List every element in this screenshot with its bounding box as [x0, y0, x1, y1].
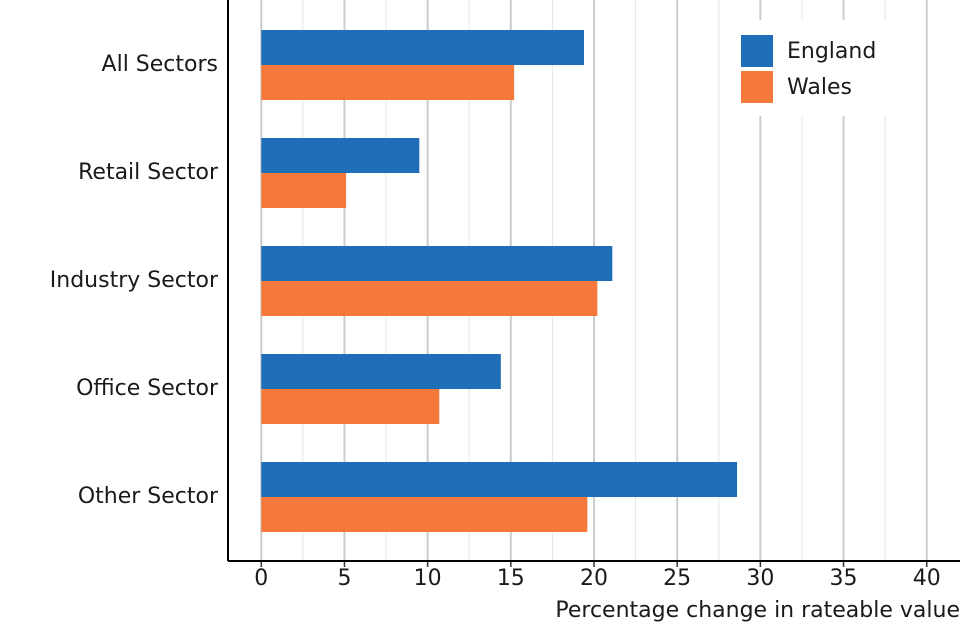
- legend-label: England: [787, 39, 876, 64]
- x-tick-label: 5: [337, 566, 351, 591]
- bar: [261, 462, 738, 497]
- bar: [261, 354, 501, 389]
- y-tick-label: Retail Sector: [78, 160, 219, 185]
- y-tick-label: Industry Sector: [50, 268, 219, 293]
- x-tick-label: 20: [580, 566, 608, 591]
- x-tick-label: 0: [254, 566, 268, 591]
- legend: England Wales: [728, 20, 903, 116]
- y-tick-label: All Sectors: [102, 52, 218, 77]
- y-tick-label: Other Sector: [78, 484, 219, 509]
- legend-swatch: [741, 35, 773, 67]
- bar: [261, 173, 347, 208]
- y-tick-label: Office Sector: [76, 376, 219, 401]
- legend-label: Wales: [787, 75, 852, 100]
- x-axis-label: Percentage change in rateable value: [555, 598, 960, 623]
- x-tick-label: 30: [746, 566, 774, 591]
- x-tick-label: 35: [830, 566, 858, 591]
- x-tick-label: 10: [414, 566, 442, 591]
- bar: [261, 138, 420, 173]
- legend-swatch: [741, 71, 773, 103]
- bar: [261, 246, 613, 281]
- x-tick-label: 40: [913, 566, 941, 591]
- bar: [261, 497, 588, 532]
- x-tick-label: 25: [663, 566, 691, 591]
- bar: [261, 65, 515, 100]
- x-tick-label: 15: [497, 566, 525, 591]
- bar: [261, 389, 440, 424]
- bar: [261, 281, 598, 316]
- bar: [261, 30, 585, 65]
